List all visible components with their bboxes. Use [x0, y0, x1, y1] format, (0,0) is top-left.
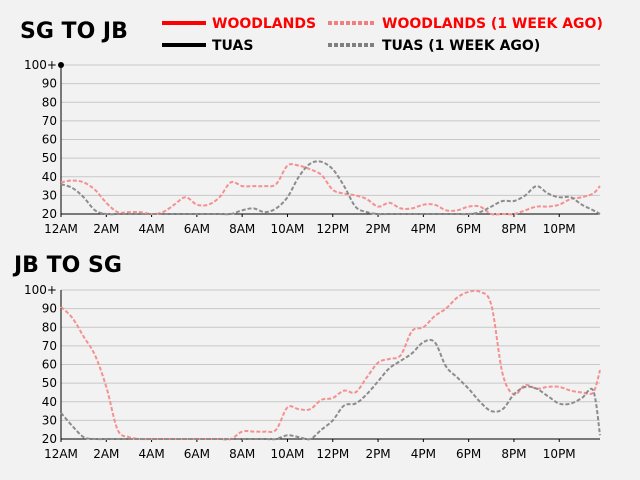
series-line-woodlands-1-week-ago — [60, 163, 601, 216]
y-tick-label: 50 — [42, 151, 57, 165]
y-tick-label: 90 — [42, 302, 57, 316]
y-tick-label: 50 — [42, 376, 57, 390]
x-tick-label: 10AM — [271, 222, 305, 236]
x-tick-label: 8PM — [501, 447, 526, 461]
x-tick-label: 10PM — [543, 222, 576, 236]
legend-item-woodlands-prev: WOODLANDS (1 WEEK AGO) — [328, 16, 603, 32]
y-tick-label: 70 — [42, 339, 57, 353]
x-tick-label: 12AM — [44, 222, 78, 236]
x-tick-label: 6AM — [184, 222, 210, 236]
y-tick-label: 20 — [42, 432, 57, 446]
legend-item-woodlands: WOODLANDS — [162, 16, 316, 32]
y-tick-label: 90 — [42, 77, 57, 91]
x-tick-label: 2AM — [93, 447, 119, 461]
legend-label-woodlands-prev: WOODLANDS (1 WEEK AGO) — [382, 16, 603, 32]
x-tick-label: 8PM — [501, 222, 526, 236]
series-line-tuas-1-week-ago — [60, 338, 601, 441]
x-tick-label: 8AM — [229, 447, 255, 461]
chart-title-jb-to-sg: JB TO SG — [12, 253, 122, 278]
legend-item-tuas-prev: TUAS (1 WEEK AGO) — [328, 38, 540, 54]
x-tick-label: 4PM — [411, 447, 436, 461]
x-tick-label: 10PM — [543, 447, 576, 461]
legend-label-tuas-prev: TUAS (1 WEEK AGO) — [382, 38, 540, 54]
x-tick-label: 12PM — [316, 447, 349, 461]
x-tick-label: 10AM — [271, 447, 305, 461]
x-tick-label: 8AM — [229, 222, 255, 236]
y-tick-label: 60 — [42, 358, 57, 372]
x-tick-label: 6AM — [184, 447, 210, 461]
y-tick-label: 20 — [42, 207, 57, 221]
x-tick-label: 12AM — [44, 447, 78, 461]
x-tick-label: 2AM — [93, 222, 119, 236]
y-tick-label: 30 — [42, 188, 57, 202]
legend: WOODLANDS WOODLANDS (1 WEEK AGO) TUAS TU… — [162, 16, 603, 54]
x-tick-label: 2PM — [365, 222, 390, 236]
series-line-woodlands-1-week-ago — [60, 289, 601, 441]
y-tick-label: 40 — [42, 395, 57, 409]
x-tick-label: 6PM — [456, 447, 481, 461]
chart-title-sg-to-jb: SG TO JB — [20, 19, 128, 44]
x-tick-label: 4AM — [138, 447, 164, 461]
series-point-tuas — [58, 62, 64, 68]
x-tick-label: 2PM — [365, 447, 390, 461]
y-tick-label: 80 — [42, 95, 57, 109]
x-tick-label: 12PM — [316, 222, 349, 236]
y-tick-label: 60 — [42, 133, 57, 147]
y-tick-label: 100+ — [24, 58, 57, 72]
y-tick-label: 70 — [42, 114, 57, 128]
legend-label-woodlands: WOODLANDS — [212, 16, 316, 32]
y-tick-label: 30 — [42, 413, 57, 427]
y-tick-label: 80 — [42, 320, 57, 334]
y-tick-label: 40 — [42, 170, 57, 184]
legend-label-tuas: TUAS — [212, 38, 253, 54]
x-tick-label: 4PM — [411, 222, 436, 236]
legend-item-tuas: TUAS — [162, 38, 253, 54]
x-tick-label: 6PM — [456, 222, 481, 236]
series-line-tuas-1-week-ago — [60, 160, 601, 216]
x-tick-label: 4AM — [138, 222, 164, 236]
y-tick-label: 100+ — [24, 283, 57, 297]
